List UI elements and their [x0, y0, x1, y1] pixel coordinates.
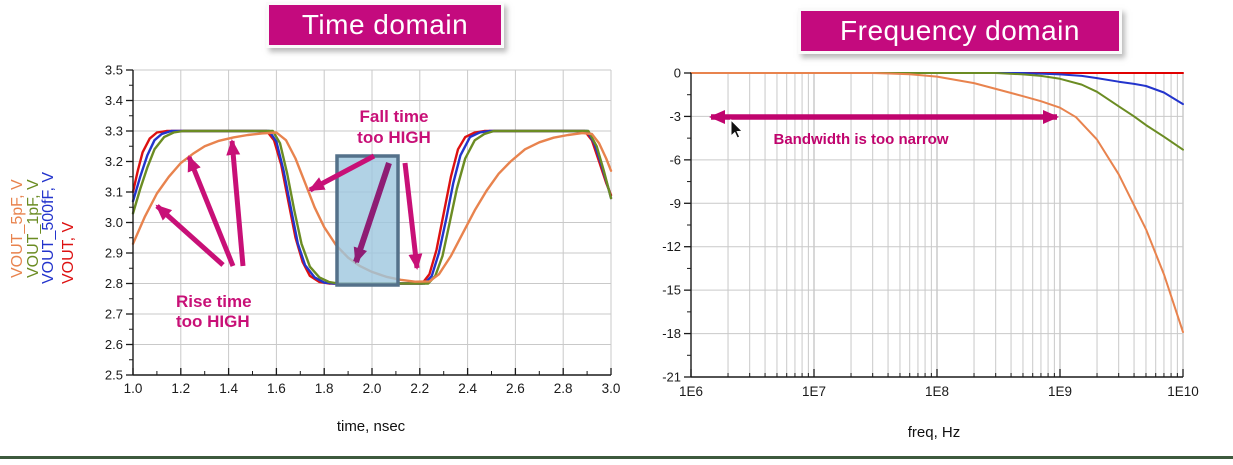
curve-vout_1pf-v: [131, 129, 613, 285]
y-tick-label: -21: [662, 370, 681, 385]
x-tick-label: 2.8: [554, 381, 573, 396]
x-tick-label: 2.6: [506, 381, 525, 396]
chart-time: 2.5 2.6 2.7 2.8 2.9 3.0 3.1 3.2 3.3 3.4 3.5 1.0 1.2 1…: [105, 63, 620, 397]
y-tick-label: 2.6: [105, 337, 123, 352]
y-tick-label: -12: [662, 239, 681, 254]
rise-time-line2: too HIGH: [176, 312, 250, 331]
y-tick-label: -3: [669, 109, 681, 124]
x-tick-label: 1E8: [925, 384, 949, 399]
y-tick-label: 2.8: [105, 276, 123, 291]
y-tick-label: 0: [674, 66, 681, 81]
x-tick-label: 1.8: [315, 381, 334, 396]
axis-label-vout-1pf: VOUT_1pF, V: [25, 179, 42, 278]
y-tick-label: 3.1: [105, 185, 123, 200]
axis-label-vout: VOUT, V: [60, 221, 77, 284]
y-tick-label: 3.3: [105, 124, 123, 139]
y-tick-label: 3.2: [105, 154, 123, 169]
fall-time-line1: Fall time: [359, 107, 429, 126]
y-tick-label: 2.7: [105, 307, 123, 322]
annotation-arrow: [186, 155, 236, 267]
annotation-arrow: [402, 162, 423, 270]
time-domain-banner: Time domain: [266, 2, 504, 48]
y-tick-label: 2.9: [105, 246, 123, 261]
x-tick-label: 1.6: [267, 381, 286, 396]
y-tick-label: -9: [669, 196, 681, 211]
x-tick-label: 1E10: [1167, 384, 1199, 399]
mouse-cursor-icon: [730, 118, 744, 139]
x-tick-label: 2.0: [363, 381, 382, 396]
time-axis-title: time, nsec: [336, 418, 406, 435]
frequency-domain-banner: Frequency domain: [798, 8, 1122, 54]
annotation-arrow: [226, 139, 246, 267]
y-tick-label: -18: [662, 326, 681, 341]
slide-bottom-divider: [0, 456, 1233, 459]
curve-vout_1pf-v: [690, 72, 1184, 151]
x-tick-label: 1E7: [802, 384, 826, 399]
x-tick-label: 1.0: [124, 381, 143, 396]
x-tick-label: 1E9: [1048, 384, 1072, 399]
y-tick-label: 2.5: [105, 368, 123, 383]
x-tick-label: 3.0: [602, 381, 621, 396]
freq-axis-title: freq, Hz: [907, 424, 961, 441]
curve-vout_500ff-v: [690, 72, 1184, 106]
fall-time-annotation: Fall time too HIGH: [334, 106, 454, 148]
y-tick-label: -6: [669, 152, 681, 167]
rise-time-annotation: Rise time too HIGH: [176, 292, 252, 332]
bandwidth-annotation: Bandwidth is too narrow: [773, 131, 949, 148]
x-tick-label: 1E6: [679, 384, 703, 399]
curve-vout_5pf-v: [690, 72, 1184, 334]
x-tick-label: 2.2: [410, 381, 429, 396]
axis-label-vout-500ff: VOUT_500fF, V: [40, 171, 57, 284]
rise-time-line1: Rise time: [176, 292, 252, 311]
x-tick-label: 1.4: [219, 381, 238, 396]
x-tick-label: 1.2: [171, 381, 190, 396]
y-tick-label: 3.4: [105, 93, 123, 108]
y-tick-label: -15: [662, 283, 681, 298]
fall-time-line2: too HIGH: [357, 128, 431, 147]
x-tick-label: 2.4: [458, 381, 477, 396]
annotation-arrow: [155, 204, 225, 267]
y-tick-label: 3.0: [105, 215, 123, 230]
annotation-arrow: [308, 153, 376, 193]
axis-label-vout-5pf: VOUT_5pF, V: [9, 179, 26, 278]
y-tick-label: 3.5: [105, 63, 123, 78]
annotation-arrow: [353, 162, 392, 264]
